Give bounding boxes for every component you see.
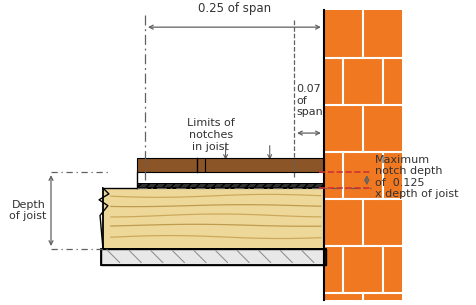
Text: 0.25 of span: 0.25 of span [198, 2, 270, 15]
Bar [323, 10, 401, 300]
Text: Depth
of joist: Depth of joist [9, 200, 46, 221]
Text: Maximum
notch depth
of  0.125
x depth of joist: Maximum notch depth of 0.125 x depth of … [374, 155, 457, 199]
Text: Limits of
notches
in joist: Limits of notches in joist [187, 118, 234, 152]
Bar [137, 158, 323, 172]
Polygon shape [103, 172, 137, 188]
Bar [103, 183, 323, 188]
Text: 0.07
of
span: 0.07 of span [296, 84, 322, 117]
Bar [103, 183, 323, 188]
Bar [101, 249, 325, 264]
Bar [103, 188, 323, 249]
Bar [103, 188, 323, 249]
Bar [101, 249, 325, 264]
